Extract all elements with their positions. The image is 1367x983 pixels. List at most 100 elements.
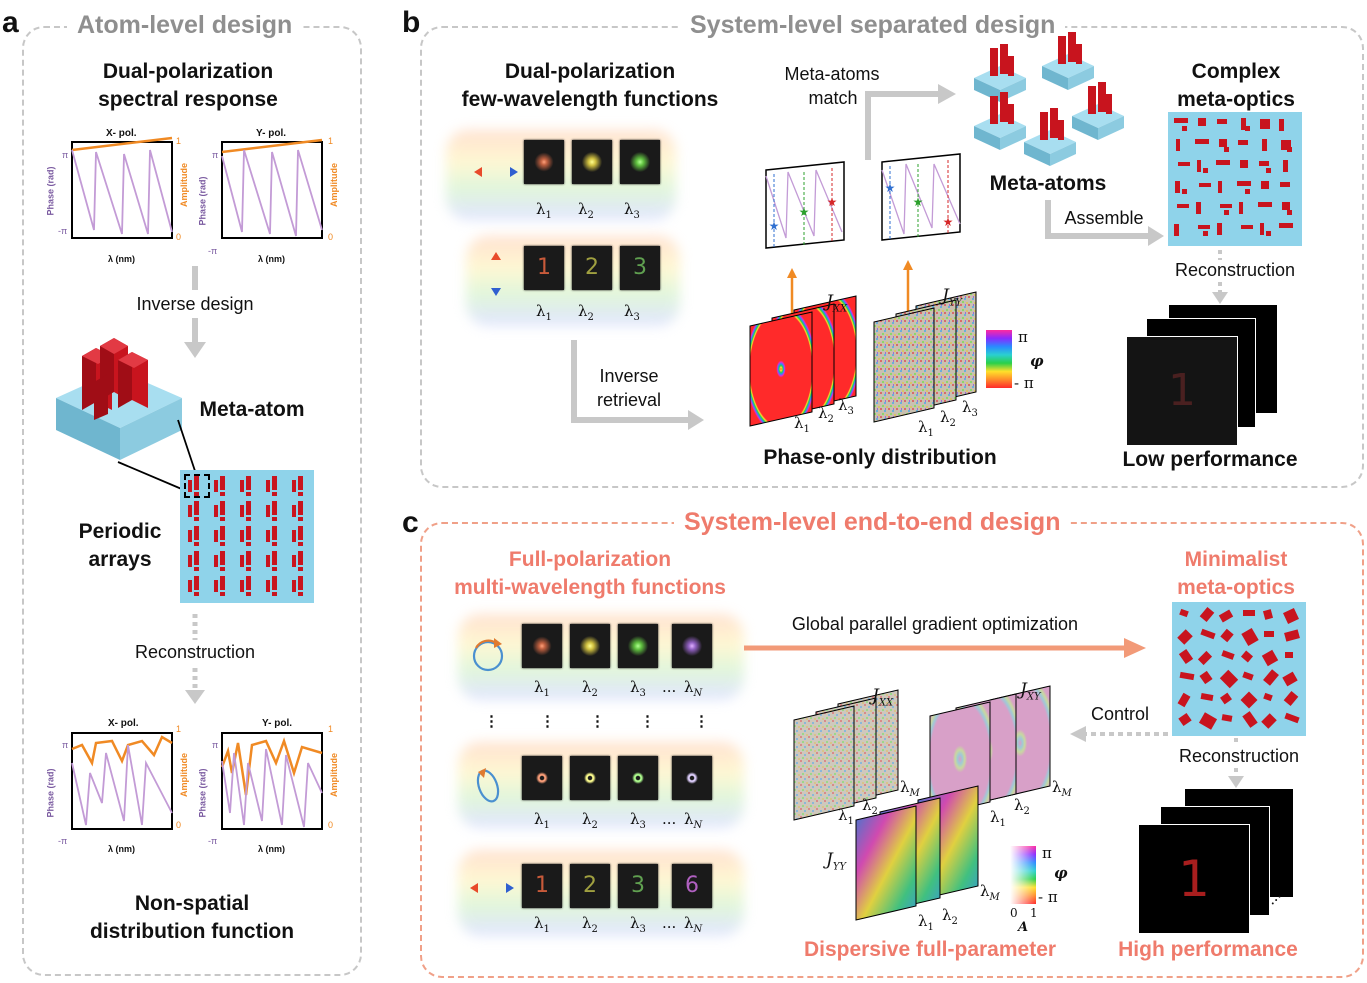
jxy-sub-c: XY [1026,691,1041,703]
lambda-c-yy-1: λ1 [918,912,934,933]
complex-meta-optics [1168,112,1302,246]
tick-1-x-bottom: 1 [176,724,182,734]
digit-tile-b2-2: 2 [572,246,612,290]
axis-lambda-x-top: λ (nm) [108,254,135,264]
colormap-amp-1: 1 [1030,906,1038,920]
jyy-label-c: JYY [826,850,846,872]
digit-c3-2: 2 [583,873,597,898]
lambda-c1-3: λ3 [630,678,646,699]
colorbar-negpi-b: - π [1014,374,1034,392]
tick-0-x-bottom: 0 [176,820,182,830]
jxx-label-b: JXX [826,292,847,314]
focal-tile-b1-2 [572,140,612,184]
lambda-c-yy-2: λ2 [942,906,958,927]
plot-x-title-top: X- pol. [106,128,137,139]
axis-phase-x-bottom: Phase (rad) [45,768,56,818]
ellipsis-c3: ... [662,914,677,932]
axis-amp-x-bottom: Amplitude [179,753,189,797]
panel-c-letter: c [402,506,419,539]
digit-tile-c3-2: 2 [570,864,610,908]
plot-x-title-bottom: X- pol. [108,718,139,729]
tick-pi-y-top: π [212,150,219,160]
tick-1-y-top: 1 [328,136,334,146]
tick-pi-y-bottom: π [212,740,219,750]
lambda-c-xx-m: λM [900,778,920,799]
high-performance-label: High performance [1118,938,1298,961]
lambda-c2-n: λN [684,810,703,831]
digit-b2-3: 3 [633,255,647,280]
panel-a-heading-bottom-1: Non-spatial [134,892,250,915]
vdots-2: ⋮ [540,712,555,730]
colormap-negpi-c: - π [1038,888,1058,906]
ellipsis-c1: ... [662,678,677,696]
lambda-c2-2: λ2 [582,810,598,831]
lambda-c1-2: λ2 [582,678,598,699]
donut-tile-c2-3 [618,756,658,800]
axis-lambda-y-top: λ (nm) [258,254,285,264]
lambda-c-xx-1: λ1 [838,806,854,827]
panel-b-heading-2: few-wavelength functions [461,88,719,111]
tick-pi-x-bottom: π [62,740,69,750]
axis-phase-y-bottom: Phase (rad) [197,768,208,818]
vdots-1: ⋮ [484,712,499,730]
lambda-b1-2: λ2 [578,200,594,221]
tick-pi-x-top: π [62,150,69,160]
donut-tile-c2-1 [522,756,562,800]
axis-amp-y-bottom: Amplitude [329,753,339,797]
donut-tile-c2-2 [570,756,610,800]
jxy-label-c: JXY [1020,680,1041,702]
panel-b-title: System-level separated design [680,10,1066,40]
lambda-c3-n: λN [684,914,703,935]
colormap-amp-label: A [1018,920,1029,935]
recon-b-digit: 1 [1168,365,1196,416]
jyy-j-b: J [942,286,949,306]
digit-c3-4: 6 [685,873,699,898]
reconstruction-b-label: Reconstruction [1174,260,1296,280]
panel-c-heading-2: multi-wavelength functions [454,576,726,599]
digit-tile-c3-4: 6 [672,864,712,908]
plot-y-title-bottom: Y- pol. [262,718,292,729]
axis-amp-y-top: Amplitude [329,163,339,207]
focal-tile-c1-3 [618,624,658,668]
jxy-j-c: J [1020,680,1027,700]
panel-a-letter: a [2,6,19,39]
jyy-label-b: JYY [942,286,962,308]
recon-c-digit: 1 [1178,850,1210,908]
ellipsis-c2: ... [662,810,677,828]
jxx-sub-c: XX [878,697,894,709]
lambda-c-yy-m: λM [980,882,1000,903]
tick-negpi-y-bottom: -π [208,836,218,846]
tick-negpi-y-top: -π [208,246,218,256]
tick-negpi-x-top: -π [58,226,68,236]
panel-b-heading-1: Dual-polarization [504,60,676,83]
reconstruction-a-label: Reconstruction [134,642,256,662]
tick-0-y-bottom: 0 [328,820,334,830]
lambda-c-xy-2: λ2 [1014,796,1030,817]
digit-tile-b2-1: 1 [524,246,564,290]
lambda-c2-1: λ1 [534,810,550,831]
recon-c-front: 1 [1138,824,1250,934]
jxx-j-b: J [826,292,833,312]
tick-0-y-top: 0 [328,232,334,242]
focal-tile-b1-3 [620,140,660,184]
axis-phase-x-top: Phase (rad) [45,166,56,216]
tick-1-y-bottom: 1 [328,724,334,734]
panel-c-title: System-level end-to-end design [674,507,1071,537]
tick-1-x-top: 1 [176,136,182,146]
digit-b2-1: 1 [537,255,551,280]
periodic-highlight [184,474,210,498]
plot-y-title-top: Y- pol. [256,128,286,139]
complex-label-1: Complex [1191,60,1281,83]
jyy-sub-b: YY [948,297,963,309]
jxx-sub-b: XX [832,303,848,315]
lambda-c-xy-1: λ1 [990,808,1006,829]
digit-c3-1: 1 [535,873,549,898]
reconstruction-c-label: Reconstruction [1178,746,1300,766]
vdots-3: ⋮ [590,712,605,730]
lambda-b2-2: λ2 [578,302,594,323]
meta-atom-label: Meta-atom [199,398,305,421]
panel-a-heading-top-1: Dual-polarization [102,60,274,83]
lambda-b1-1: λ1 [536,200,552,221]
panel-b-letter: b [402,6,421,39]
lambda-phase-b-4: λ1 [918,418,934,439]
